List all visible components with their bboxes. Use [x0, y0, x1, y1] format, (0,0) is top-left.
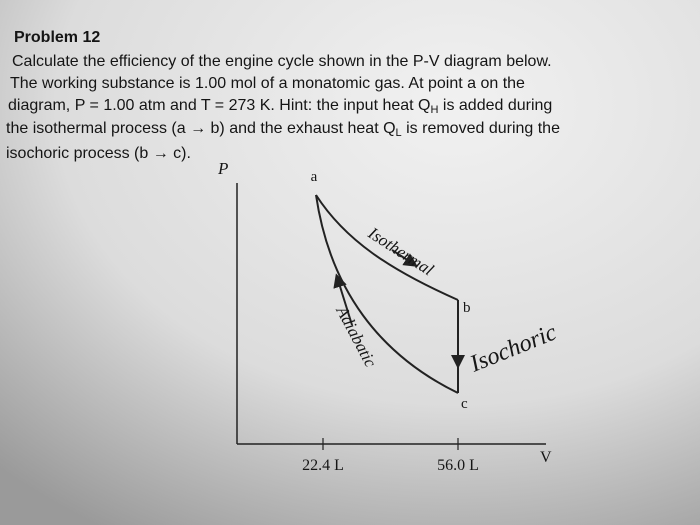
problem-line: Calculate the efficiency of the engine c…: [12, 53, 552, 70]
text-run: Calculate the efficiency of the engine c…: [12, 53, 552, 70]
text-run: is removed during the: [402, 120, 560, 137]
subscript: L: [396, 127, 402, 139]
tick-label: 56.0 L: [437, 457, 479, 474]
text-run: The working substance is 1.00 mol of a m…: [10, 75, 525, 92]
problem-title: Problem 12: [14, 29, 100, 46]
point-label: a: [311, 169, 318, 185]
axis-label: V: [540, 449, 552, 466]
problem-line: isochoric process (b → c).: [6, 145, 191, 162]
point-label: c: [461, 396, 468, 412]
axis-label: P: [217, 159, 228, 178]
problem-line: the isothermal process (a → b) and the e…: [6, 120, 560, 139]
problem-line: diagram, P = 1.00 atm and T = 273 K. Hin…: [8, 97, 552, 116]
point-label: b: [463, 300, 471, 316]
problem-line: The working substance is 1.00 mol of a m…: [10, 75, 525, 92]
subscript: H: [431, 104, 439, 116]
arrow: [391, 249, 418, 267]
text-run: diagram, P = 1.00 atm and T = 273 K. Hin…: [8, 97, 431, 114]
text-run: the isothermal process (a → b) and the e…: [6, 120, 396, 137]
adiabatic-curve: [315, 194, 459, 394]
arrow: [333, 273, 353, 326]
text-run: is added during: [438, 97, 552, 114]
tick-label: 22.4 L: [302, 457, 344, 474]
isothermal-curve: [315, 194, 459, 301]
text-run: isochoric process (b → c).: [6, 145, 191, 162]
